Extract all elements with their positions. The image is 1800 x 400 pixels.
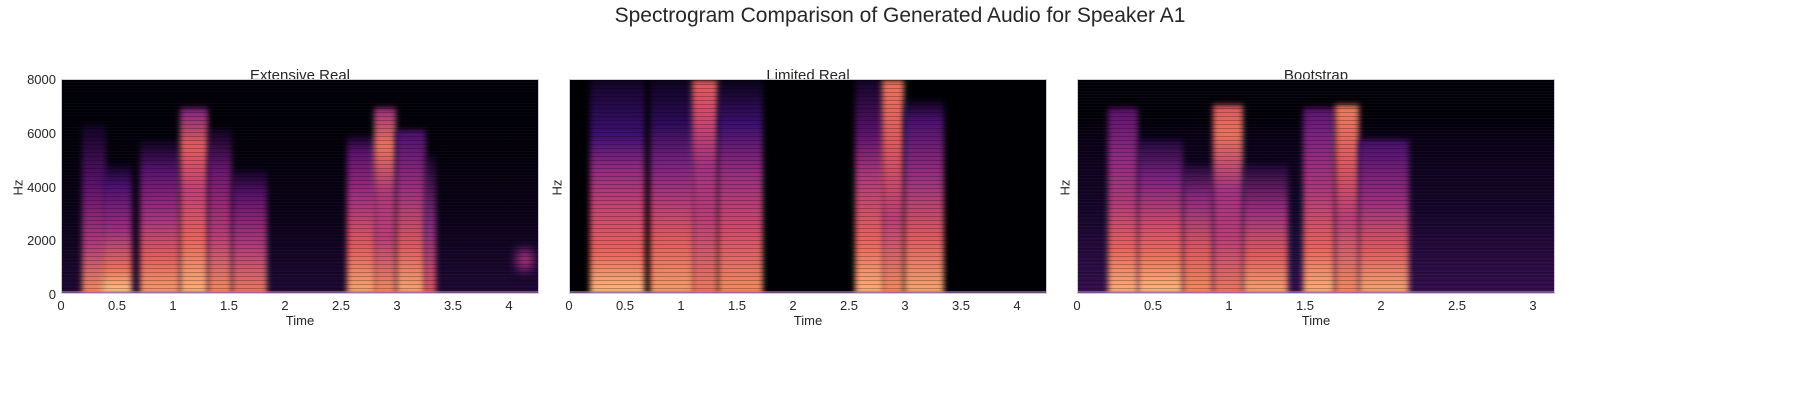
x-tick: 3 — [393, 298, 401, 313]
x-tick: 0.5 — [1143, 298, 1163, 313]
y-tick: 2000 — [27, 233, 56, 248]
x-tick: 0 — [1073, 298, 1081, 313]
x-tick: 4 — [505, 298, 513, 313]
y-tick: 4000 — [27, 180, 56, 195]
spectrogram-plot — [1077, 79, 1555, 294]
x-axis-label: Time — [285, 313, 315, 328]
x-axis-label: Time — [793, 313, 823, 328]
x-tick: 3.5 — [951, 298, 971, 313]
x-tick: 2 — [1377, 298, 1385, 313]
x-tick: 1 — [169, 298, 177, 313]
x-tick: 2.5 — [1447, 298, 1467, 313]
x-tick: 4 — [1013, 298, 1021, 313]
x-tick: 3.5 — [443, 298, 463, 313]
x-tick: 0 — [565, 298, 573, 313]
x-tick: 3 — [901, 298, 909, 313]
spectrogram-plot — [569, 79, 1047, 294]
x-tick: 1.5 — [219, 298, 239, 313]
x-tick: 2 — [789, 298, 797, 313]
spectrogram-plot — [61, 79, 539, 294]
figure-title: Spectrogram Comparison of Generated Audi… — [614, 4, 1186, 27]
x-tick: 1.5 — [727, 298, 747, 313]
x-tick: 3 — [1529, 298, 1537, 313]
x-tick: 1 — [677, 298, 685, 313]
x-tick: 2 — [281, 298, 289, 313]
x-tick: 2.5 — [331, 298, 351, 313]
x-tick: 0.5 — [107, 298, 127, 313]
y-tick: 0 — [48, 287, 56, 302]
x-tick: 0.5 — [615, 298, 635, 313]
x-tick: 1.5 — [1295, 298, 1315, 313]
y-axis-label: Hz — [549, 179, 565, 196]
x-tick: 2.5 — [839, 298, 859, 313]
x-axis-label: Time — [1301, 313, 1331, 328]
y-axis-label: Hz — [1057, 179, 1073, 196]
y-tick: 6000 — [27, 126, 56, 141]
x-tick: 1 — [1225, 298, 1233, 313]
y-tick: 8000 — [27, 72, 56, 87]
x-tick: 0 — [57, 298, 65, 313]
